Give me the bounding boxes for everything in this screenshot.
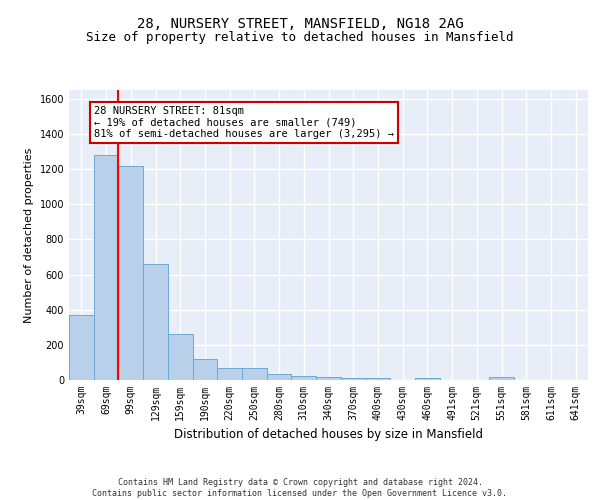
Bar xyxy=(168,334,193,380)
Bar xyxy=(69,315,94,380)
Y-axis label: Number of detached properties: Number of detached properties xyxy=(24,148,34,322)
Bar xyxy=(316,378,341,380)
Bar xyxy=(292,376,316,380)
Bar xyxy=(489,378,514,380)
Bar xyxy=(217,368,242,380)
Bar xyxy=(94,155,118,380)
Text: Contains HM Land Registry data © Crown copyright and database right 2024.
Contai: Contains HM Land Registry data © Crown c… xyxy=(92,478,508,498)
Text: 28, NURSERY STREET, MANSFIELD, NG18 2AG: 28, NURSERY STREET, MANSFIELD, NG18 2AG xyxy=(137,18,463,32)
Bar xyxy=(365,378,390,380)
Bar xyxy=(341,378,365,380)
X-axis label: Distribution of detached houses by size in Mansfield: Distribution of detached houses by size … xyxy=(174,428,483,442)
Bar xyxy=(415,378,440,380)
Bar xyxy=(118,166,143,380)
Bar xyxy=(242,368,267,380)
Text: Size of property relative to detached houses in Mansfield: Size of property relative to detached ho… xyxy=(86,31,514,44)
Bar xyxy=(267,374,292,380)
Bar xyxy=(193,359,217,380)
Bar xyxy=(143,264,168,380)
Text: 28 NURSERY STREET: 81sqm
← 19% of detached houses are smaller (749)
81% of semi-: 28 NURSERY STREET: 81sqm ← 19% of detach… xyxy=(94,106,394,139)
